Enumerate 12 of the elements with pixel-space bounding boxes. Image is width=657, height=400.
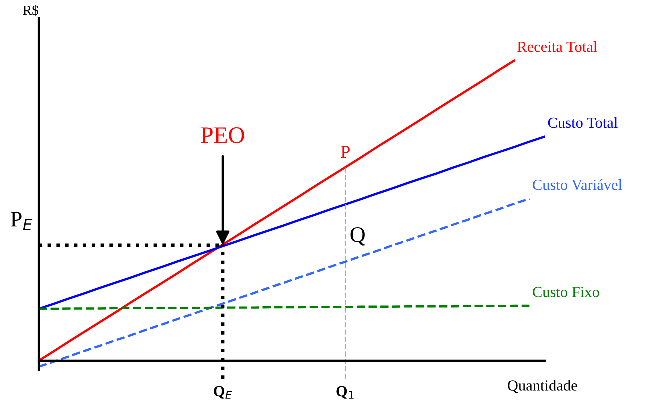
x-tick-label: Q$_{1}$: [336, 386, 354, 399]
y-axis-title: R$: [23, 4, 39, 16]
ref-line-label: P$_{E}$: [10, 212, 33, 230]
series-label: Custo Fixo: [533, 287, 600, 298]
annotation: Q: [350, 227, 366, 246]
series-label: Custo Total: [548, 117, 618, 128]
series-label: Custo Variável: [533, 179, 622, 190]
annotation: P: [341, 146, 350, 158]
annotation: PEO: [201, 128, 244, 144]
x-axis-title: Quantidade: [508, 380, 578, 394]
series-label: Receita Total: [518, 41, 598, 52]
x-tick-label: Q$_{E}$: [214, 386, 232, 399]
